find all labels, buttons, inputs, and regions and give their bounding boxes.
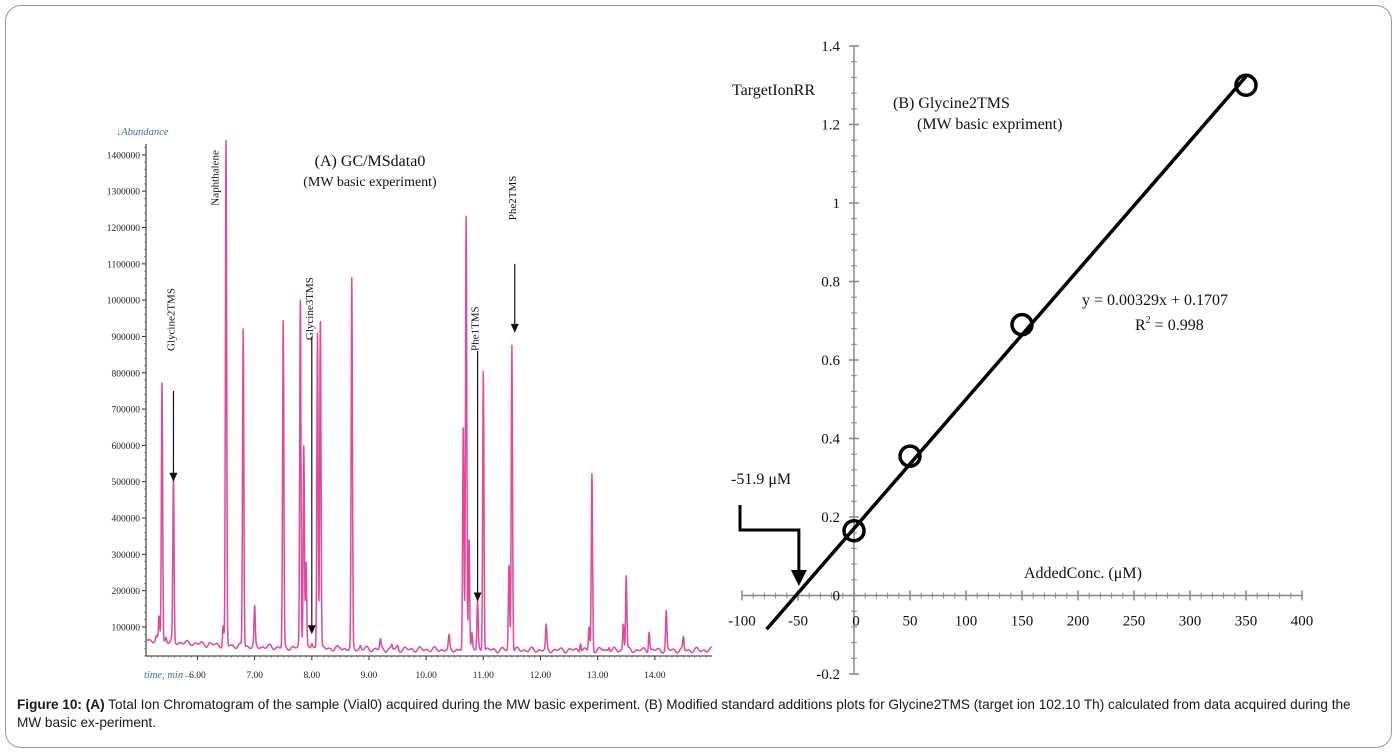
peak-arrowhead	[473, 592, 482, 602]
peak-label: Phe1TMS	[470, 306, 482, 351]
standard-additions-subtitle: (MW basic expriment)	[917, 116, 1062, 133]
standard-additions-y-tick-label: 1.4	[821, 39, 840, 55]
standard-additions-y-tick-label: 0.2	[821, 510, 840, 526]
chromatogram-x-tick-label: 12.00	[530, 671, 552, 681]
standard-additions-x-tick-label: 350	[1235, 614, 1258, 630]
peak-arrowhead	[510, 323, 519, 333]
data-point	[1234, 73, 1258, 97]
x-intercept-label: -51.9 μM	[731, 471, 791, 488]
data-point	[898, 444, 922, 468]
x-intercept-arrowhead	[790, 570, 807, 586]
chromatogram-y-tick-label: 1400000	[107, 151, 141, 161]
chromatogram-y-tick-label: 1100000	[107, 260, 140, 270]
chromatogram-y-ticks: 100000 200000 300000 400000 500000 600000 7000…	[107, 147, 146, 657]
standard-additions-x-ticks: -100 -50 0 50 100 150 200 250 300 350 400	[728, 590, 1314, 630]
chromatogram-title: (A) GC/MSdata0	[315, 153, 426, 170]
standard-additions-x-tick-label: -100	[728, 614, 756, 630]
chromatogram-y-tick-label: 100000	[112, 623, 141, 633]
chromatogram-x-tick-label: 11.00	[473, 671, 494, 681]
standard-additions-x-label: AddedConc. (μM)	[1024, 565, 1142, 582]
chromatogram-x-tick-label: 6.00	[189, 671, 206, 681]
standard-additions-y-tick-label: 1.2	[821, 118, 840, 134]
chromatogram-x-tick-label: 14.00	[644, 671, 666, 681]
x-intercept-arrow	[738, 505, 801, 574]
standard-additions-y-tick-label: 0	[833, 589, 841, 605]
standard-additions-y-tick-label: -0.2	[816, 667, 840, 683]
chromatogram-y-tick-label: 700000	[112, 406, 141, 416]
chromatogram-x-tick-label: 10.00	[415, 671, 437, 681]
chromatogram-y-tick-label: 500000	[112, 478, 141, 488]
standard-additions-x-tick-label: 200	[1067, 614, 1090, 630]
chromatogram-x-label: time, min→	[144, 670, 194, 681]
data-points	[842, 73, 1258, 543]
chromatogram-y-tick-label: 300000	[112, 551, 141, 561]
data-point	[842, 518, 866, 543]
chromatogram-x-tick-label: 9.00	[361, 671, 378, 681]
chromatogram-y-tick-label: 200000	[112, 587, 141, 597]
standard-additions-y-label: TargetIonRR	[732, 82, 815, 99]
chromatogram-axes	[145, 144, 712, 657]
caption-label: Figure 10:	[17, 697, 82, 712]
chromatogram-y-label: ↓Abundance	[116, 127, 169, 138]
chromatogram-y-tick-label: 600000	[112, 442, 141, 452]
chromatogram-y-tick-label: 1300000	[107, 188, 141, 198]
chromatogram-x-tick-label: 7.00	[246, 671, 263, 681]
caption-part-a-tag: (A)	[85, 697, 105, 712]
chromatogram-subtitle: (MW basic experiment)	[303, 175, 437, 190]
standard-additions-x-tick-label: 100	[955, 614, 978, 630]
peak-arrowhead	[169, 472, 178, 482]
peak-label: Glycine3TMS	[304, 277, 316, 340]
standard-additions-y-tick-label: 0.8	[821, 275, 840, 291]
standard-additions-x-tick-label: 300	[1179, 614, 1202, 630]
standard-additions-x-tick-label: -50	[788, 614, 808, 630]
caption-text: Total Ion Chromatogram of the sample (Vi…	[17, 697, 1351, 730]
chromatogram-x-tick-label: 13.00	[587, 671, 609, 681]
data-point	[1010, 312, 1034, 337]
standard-additions-y-tick-label: 0.6	[821, 353, 840, 369]
peak-label: Phe2TMS	[507, 176, 519, 221]
standard-additions-x-tick-label: 150	[1011, 614, 1034, 630]
peak-label: Glycine2TMS	[165, 288, 177, 351]
regression-equation: y = 0.00329x + 0.1707	[1082, 292, 1228, 309]
chromatogram-x-ticks: 6.00 7.00 8.00 9.00 10.00 11.00 12.00 13.00 14.0…	[151, 656, 707, 681]
chromatogram-y-tick-label: 800000	[112, 369, 141, 379]
standard-additions-x-tick-label: 50	[903, 614, 918, 630]
chromatogram-y-tick-label: 400000	[112, 515, 141, 525]
figure-frame	[5, 5, 1392, 748]
standard-additions-x-tick-label: 0	[852, 614, 860, 630]
standard-additions-y-ticks: -0.2 0 0.2 0.4 0.6 0.8 1 1.2 1.4	[816, 39, 859, 683]
chromatogram-y-tick-label: 900000	[112, 333, 141, 343]
peak-annotations: Glycine2TMS Naphthalene Glycine3TMS Phe1TMS…	[165, 150, 519, 635]
standard-additions-title: (B) Glycine2TMS	[893, 95, 1010, 112]
peak-arrowhead	[307, 625, 316, 635]
chromatogram-y-tick-label: 1000000	[107, 297, 141, 307]
peak-label: Naphthalene	[210, 150, 222, 206]
standard-additions-x-tick-label: 250	[1123, 614, 1146, 630]
standard-additions-x-tick-label: 400	[1291, 614, 1314, 630]
chromatogram-y-tick-label: 1200000	[107, 224, 141, 234]
standard-additions-y-tick-label: 1	[833, 196, 841, 212]
chromatogram-x-tick-label: 8.00	[303, 671, 320, 681]
figure-caption: Figure 10: (A) Total Ion Chromatogram of…	[17, 696, 1377, 732]
standard-additions-y-tick-label: 0.4	[821, 432, 840, 448]
r-squared-label: R2 = 0.998	[1135, 315, 1204, 334]
chromatogram-trace	[145, 139, 713, 654]
